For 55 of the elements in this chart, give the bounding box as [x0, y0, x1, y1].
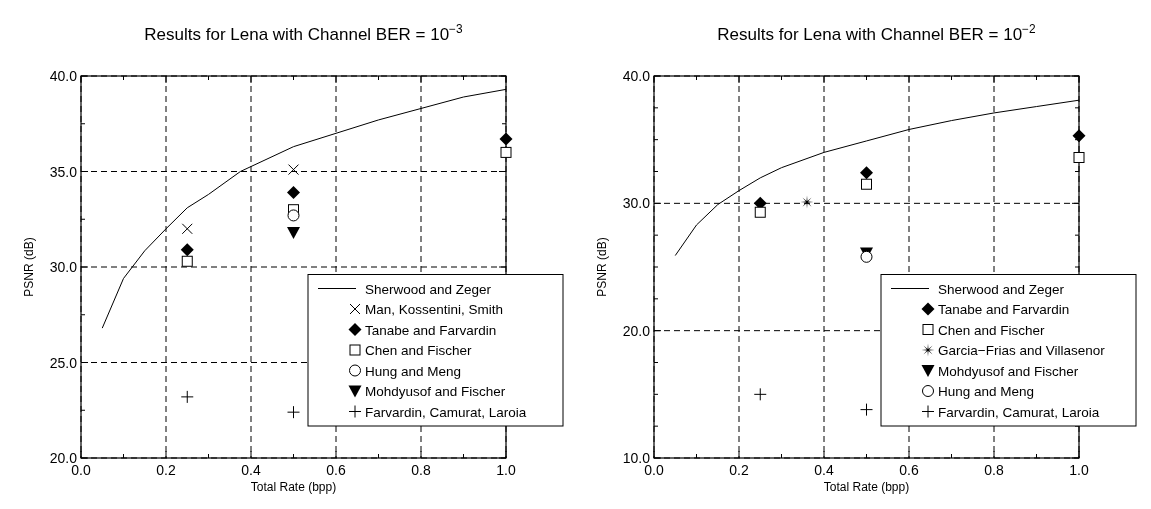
- x-tick-label: 1.0: [496, 462, 516, 478]
- point: [287, 186, 300, 200]
- y-tick-label: 25.0: [49, 354, 78, 371]
- legend-label: Mohdyusof and Fischer: [938, 363, 1079, 379]
- y-tick-label: 40.0: [49, 68, 78, 84]
- y-tick-label: 35.0: [49, 163, 78, 180]
- legend-label: Farvardin, Camurat, Laroia: [938, 404, 1100, 420]
- x-tick-label: 1.0: [1069, 462, 1089, 478]
- legend-label: Chen and Fischer: [938, 322, 1046, 338]
- point: [180, 243, 194, 257]
- point: [181, 255, 193, 267]
- point: [1072, 129, 1086, 143]
- y-axis-title: PSNR (dB): [595, 237, 609, 297]
- point: [180, 390, 194, 404]
- x-axis-title: Total Rate (bpp): [250, 480, 337, 494]
- legend-label: Hung and Meng: [365, 363, 462, 379]
- x-axis-title: Total Rate (bpp): [823, 480, 910, 494]
- x-tick-label: 0.8: [984, 462, 1004, 478]
- chart-title: Results for Lena with Channel BER = 10$^{−2}$: [717, 22, 1037, 44]
- point: [500, 146, 512, 158]
- y-tick-label: 20.0: [622, 322, 651, 339]
- y-axis-title: PSNR (dB): [22, 237, 36, 297]
- point: [754, 206, 766, 218]
- legend-label: Tanabe and Farvardin: [938, 302, 1070, 317]
- point: [287, 209, 300, 222]
- point: [1073, 151, 1085, 163]
- legend-label: Tanabe and Farvardin: [365, 322, 497, 338]
- point: [499, 132, 513, 146]
- legend-label: Hung and Meng: [938, 384, 1035, 399]
- y-tick-label: 30.0: [49, 259, 78, 275]
- point: [860, 166, 873, 180]
- legend-label: Man, Kossentini, Smith: [365, 302, 504, 317]
- legend-label: Garcia−Frias and Villasenor: [938, 343, 1106, 358]
- x-tick-label: 0.4: [814, 462, 834, 478]
- point: [860, 403, 873, 417]
- y-tick-label: 40.0: [622, 68, 651, 84]
- chart-title: Results for Lena with Channel BER = 10$^{−3}$: [144, 22, 464, 44]
- legend-label: Sherwood and Zeger: [938, 281, 1065, 297]
- x-tick-label: 0.2: [156, 462, 176, 478]
- x-tick-label: 0.6: [899, 462, 919, 478]
- point: [753, 387, 767, 401]
- point: [287, 227, 300, 240]
- legend-label: Chen and Fischer: [365, 343, 473, 358]
- x-tick-label: 0.4: [241, 462, 261, 478]
- legend-label: Farvardin, Camurat, Laroia: [365, 404, 527, 420]
- point: [288, 164, 299, 176]
- x-tick-label: 0.2: [729, 462, 749, 478]
- legend-label: Sherwood and Zeger: [365, 281, 492, 297]
- point: [287, 405, 300, 419]
- point: [861, 178, 872, 190]
- x-tick-label: 0.8: [411, 462, 431, 478]
- legend-label: Mohdyusof and Fischer: [365, 384, 506, 399]
- y-tick-label: 30.0: [622, 195, 651, 212]
- point: [181, 223, 193, 235]
- x-tick-label: 0.6: [326, 462, 346, 478]
